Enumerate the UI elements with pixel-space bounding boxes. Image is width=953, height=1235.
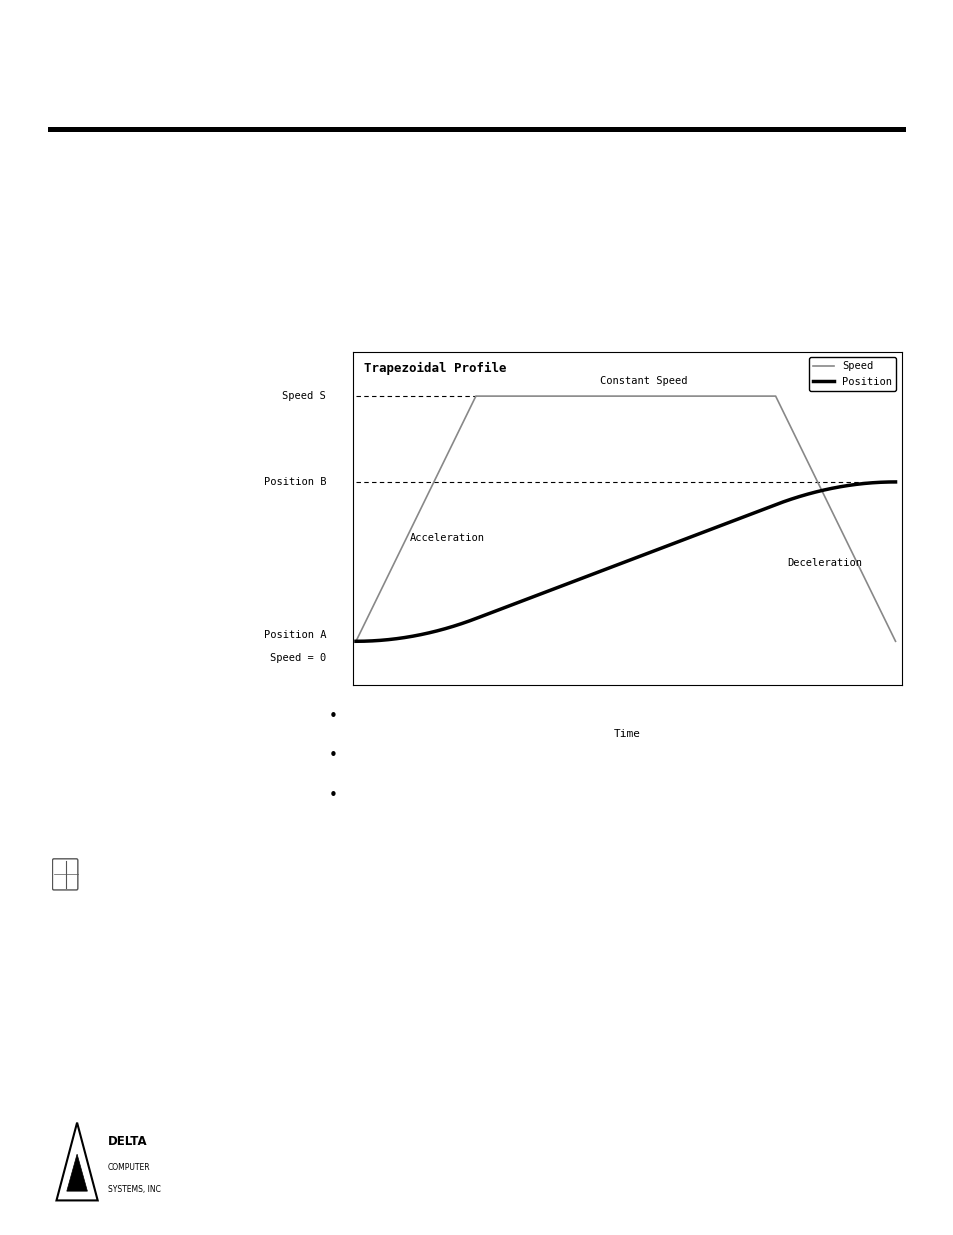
Text: Deceleration: Deceleration — [787, 558, 862, 568]
Text: Position A: Position A — [263, 630, 326, 640]
Text: COMPUTER: COMPUTER — [108, 1162, 151, 1172]
Text: Speed S: Speed S — [282, 391, 326, 401]
Text: DELTA: DELTA — [108, 1135, 148, 1147]
Text: •: • — [329, 788, 337, 803]
Text: Time: Time — [613, 729, 640, 739]
Text: Position B: Position B — [263, 477, 326, 487]
Polygon shape — [67, 1153, 88, 1191]
Legend: Speed, Position: Speed, Position — [808, 357, 896, 390]
Text: Speed = 0: Speed = 0 — [270, 653, 326, 663]
Text: •: • — [329, 709, 337, 724]
Text: Trapezoidal Profile: Trapezoidal Profile — [364, 362, 506, 375]
Text: Acceleration: Acceleration — [410, 534, 484, 543]
Text: •: • — [329, 748, 337, 763]
Text: Constant Speed: Constant Speed — [599, 377, 687, 387]
Text: SYSTEMS, INC: SYSTEMS, INC — [108, 1184, 161, 1194]
